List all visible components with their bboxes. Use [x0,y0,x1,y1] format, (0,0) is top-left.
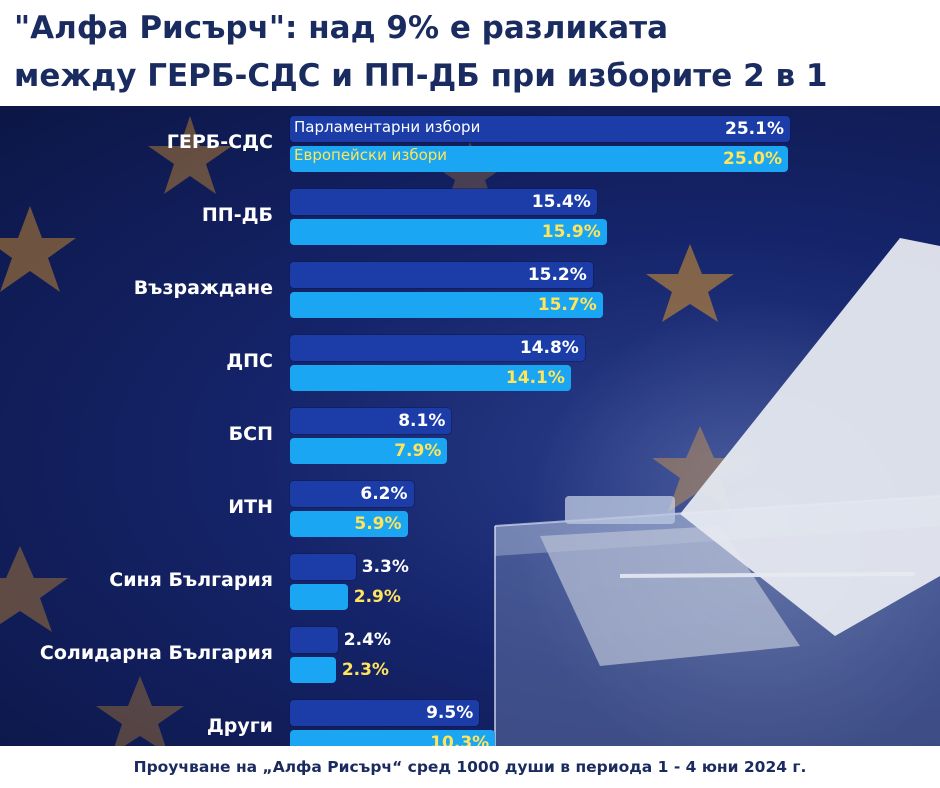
headline: "Алфа Рисърч": над 9% е разликата между … [0,0,940,106]
bar-parliamentary [290,700,480,726]
legend-european: Европейски избори [294,146,448,164]
value-label-parliamentary: 3.3% [361,557,409,577]
bar-european [290,219,607,245]
value-label-parliamentary: 14.8% [519,338,579,358]
category-label: БСП [228,423,273,445]
bar-european [290,146,788,172]
value-label-european: 15.9% [541,222,601,242]
bar-parliamentary [290,408,452,434]
legend-parliamentary: Парламентарни избори [294,118,481,136]
value-label-european: 5.9% [354,514,402,534]
star-icon [96,676,184,746]
bar-parliamentary [290,627,338,653]
value-label-parliamentary: 25.1% [725,119,784,139]
bar-european [290,657,336,683]
bar-european [290,365,571,391]
star-icon [0,206,76,292]
category-label: ГЕРБ-СДС [166,131,273,153]
bar-chart: ГЕРБ-СДС ПП-ДБ Възраждане ДПС БСП ИТН Синя Бъл… [0,106,940,746]
category-label: ДПС [226,350,273,372]
value-label-parliamentary: 9.5% [426,703,474,723]
category-label: Синя България [109,569,273,591]
value-label-european: 25.0% [723,149,783,169]
star-icon [0,546,68,632]
star-icon [148,116,232,194]
value-label-parliamentary: 8.1% [398,411,446,431]
value-label-european: 14.1% [505,368,565,388]
bar-parliamentary [290,481,414,507]
source-note: Проучване на „Алфа Рисърч“ сред 1000 душ… [133,758,807,776]
value-label-european: 15.7% [537,295,597,315]
bar-parliamentary [290,554,356,580]
value-label-european: 7.9% [394,441,442,461]
bar-parliamentary [290,116,790,142]
value-label-parliamentary: 6.2% [360,484,408,504]
value-label-parliamentary: 2.4% [343,630,391,650]
bar-parliamentary [290,262,593,288]
category-label: Възраждане [133,277,273,299]
bar-parliamentary [290,335,585,361]
headline-line-2: между ГЕРБ-СДС и ПП-ДБ при изборите 2 в … [14,58,828,94]
star-icon [434,142,506,204]
value-label-parliamentary: 15.4% [531,192,591,212]
value-label-european: 2.3% [341,660,389,680]
star-icon [646,244,734,322]
ballot-paper-icon [680,238,940,636]
category-label: Солидарна България [39,642,273,664]
bar-european [290,438,448,464]
bar-european [290,584,348,610]
category-label: ПП-ДБ [201,204,273,226]
chart-panel: ГЕРБ-СДС ПП-ДБ Възраждане ДПС БСП ИТН Синя Бъл… [0,106,940,746]
headline-line-1: "Алфа Рисърч": над 9% е разликата [14,10,669,46]
bar-european [290,730,496,746]
value-label-parliamentary: 15.2% [527,265,587,285]
bar-european [290,292,603,318]
value-label-european: 10.3% [430,733,490,746]
value-label-european: 2.9% [353,587,401,607]
category-label: ИТН [228,496,273,518]
category-label: Други [206,715,273,737]
bar-european [290,511,408,537]
footer: Проучване на „Алфа Рисърч“ сред 1000 душ… [0,746,940,788]
background-art [0,116,940,746]
bar-parliamentary [290,189,597,215]
